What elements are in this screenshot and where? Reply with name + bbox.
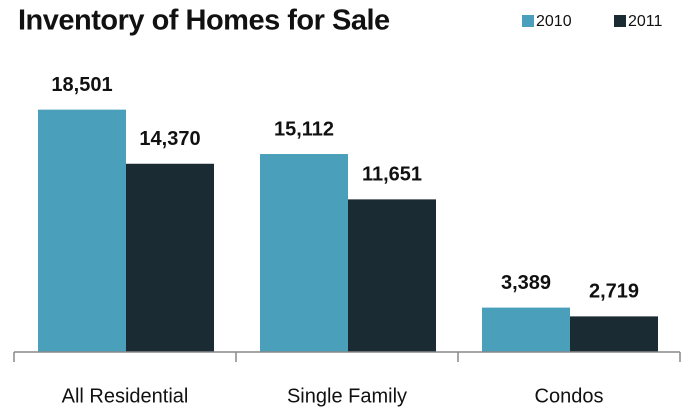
bar <box>126 163 214 352</box>
value-label: 15,112 <box>274 118 334 140</box>
legend-swatch <box>614 15 626 27</box>
legend-label: 2011 <box>628 13 663 30</box>
x-tick-label: Single Family <box>287 385 407 407</box>
value-label: 2,719 <box>589 281 639 303</box>
bar <box>570 316 658 352</box>
legend-swatch <box>522 15 534 27</box>
x-tick-label: Condos <box>535 385 604 407</box>
x-tick-label: All Residential <box>62 385 189 407</box>
value-label: 11,651 <box>362 164 422 186</box>
chart-title: Inventory of Homes for Sale <box>18 5 390 37</box>
bar <box>482 307 570 352</box>
value-label: 14,370 <box>139 128 200 150</box>
value-label: 3,389 <box>501 272 551 294</box>
bar <box>38 109 126 352</box>
legend-label: 2010 <box>536 13 572 30</box>
bar <box>260 154 348 352</box>
value-label: 18,501 <box>51 74 112 96</box>
bar <box>348 199 436 352</box>
